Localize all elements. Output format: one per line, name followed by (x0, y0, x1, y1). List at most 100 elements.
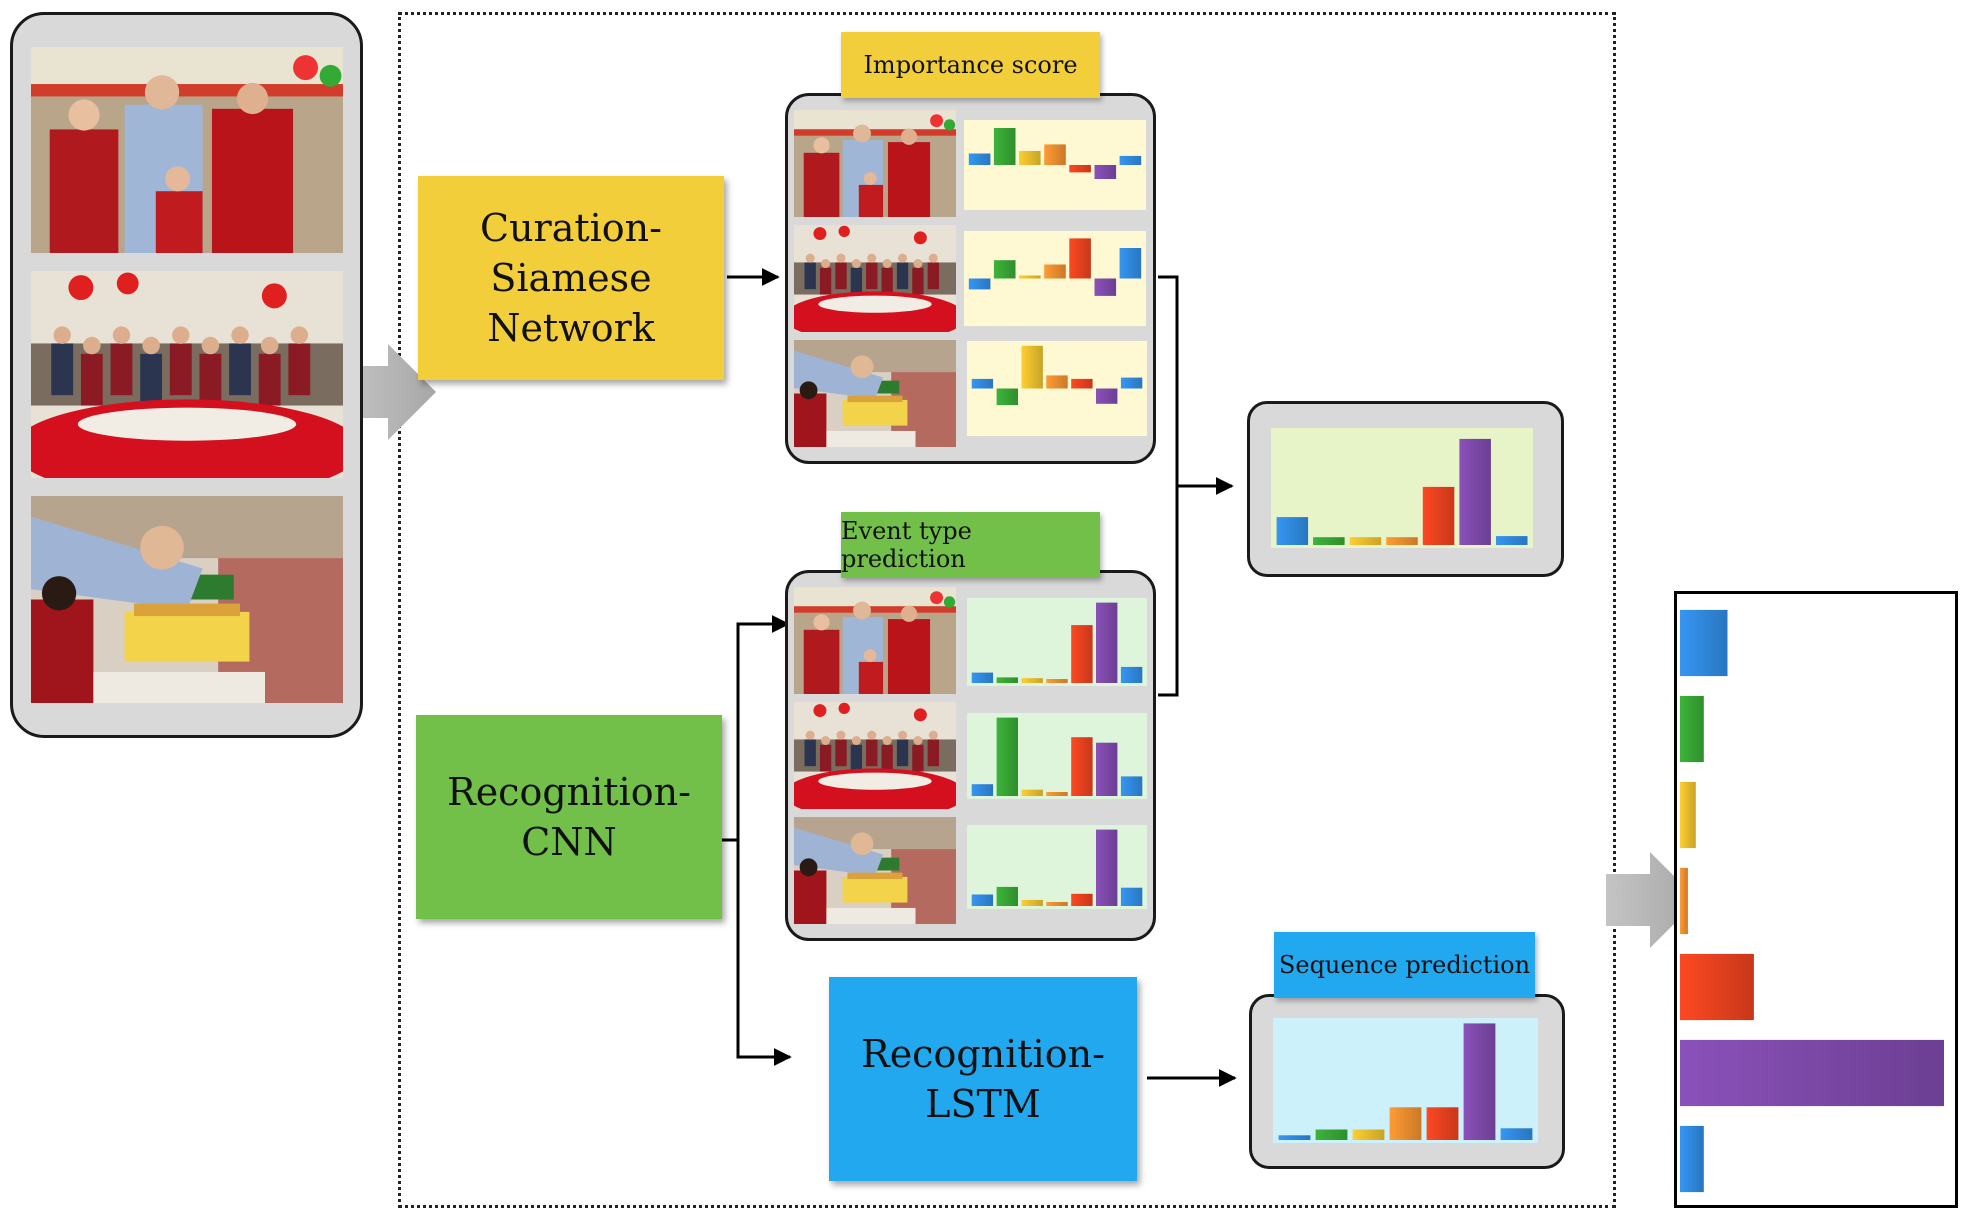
final-event-probability-bar-5 (1680, 1039, 1944, 1107)
curation-label: Curation- Siamese Network (480, 205, 662, 351)
importance-dinner-bar-5 (1094, 278, 1117, 296)
sequence-prediction-label: Sequence prediction (1278, 951, 1531, 979)
dinner-table-photo-image (31, 271, 343, 478)
dinner-table-photo-image (794, 225, 956, 332)
importance-cake-svg (967, 341, 1147, 436)
importance-cake-bar-4 (1071, 378, 1093, 389)
final-event-probability-bar-6 (1680, 1125, 1704, 1193)
fused-importance-weighted-bar-1 (1313, 537, 1345, 545)
birthday-cake-photo-image (31, 496, 343, 703)
importance-dinner-svg (964, 231, 1146, 326)
importance-dinner-bar-6 (1119, 248, 1142, 279)
event-chart-toast (967, 598, 1147, 686)
event-dinner-bar-3 (1046, 792, 1068, 796)
importance-toast-bar-4 (1069, 165, 1091, 173)
toast-photo-image (794, 587, 956, 694)
fused-result-chart (1271, 428, 1533, 548)
importance-toast-bar-5 (1094, 165, 1117, 179)
event-photo-dinner (794, 702, 956, 809)
event-chart-dinner (967, 713, 1147, 799)
event-cake-background (967, 825, 1147, 909)
importance-score-tag: Importance score (841, 32, 1100, 98)
sequence-prediction-chart (1273, 1018, 1538, 1143)
recognition-cnn-box: Recognition-CNN (416, 715, 722, 919)
framework-boundary (398, 12, 1616, 1208)
recognition-lstm-label: Recognition-LSTM (861, 1031, 1105, 1126)
sequence-prediction-bar-1 (1315, 1129, 1348, 1140)
importance-dinner-bar-4 (1069, 238, 1091, 279)
event-dinner-background (967, 713, 1147, 799)
importance-dinner-bar-2 (1019, 275, 1041, 279)
event-toast-bar-3 (1046, 679, 1068, 683)
album-photo-dinner (31, 271, 343, 478)
sequence-prediction-bar-2 (1352, 1129, 1385, 1140)
fused-importance-weighted-bar-2 (1349, 537, 1382, 545)
event-photo-cake (794, 817, 956, 924)
album-photo-cake (31, 496, 343, 703)
fused-importance-weighted-bar-3 (1386, 537, 1418, 545)
importance-cake-bar-3 (1046, 375, 1068, 389)
event-type-label: Event type prediction (841, 517, 972, 573)
importance-toast-bar-3 (1044, 144, 1066, 165)
sequence-prediction-bar-4 (1426, 1107, 1459, 1140)
sequence-prediction-tag: Sequence prediction (1274, 932, 1535, 998)
final-event-probability-bar-4 (1680, 953, 1754, 1021)
event-type-tag: Event type prediction (841, 512, 1100, 578)
importance-cake-bar-2 (1021, 345, 1043, 389)
recognition-cnn-label: Recognition-CNN (447, 769, 691, 864)
importance-cake-bar-0 (971, 378, 994, 389)
event-dinner-bar-4 (1071, 737, 1093, 796)
importance-toast-bar-2 (1019, 151, 1041, 165)
event-toast-bar-4 (1071, 625, 1093, 683)
fused-importance-weighted-svg (1271, 428, 1533, 548)
event-cake-bar-0 (971, 894, 994, 906)
importance-chart-toast (964, 120, 1146, 210)
album-photo-toast (31, 47, 343, 253)
birthday-cake-photo-image (794, 340, 956, 447)
event-dinner-bar-0 (971, 784, 994, 796)
importance-dinner-bar-1 (993, 260, 1016, 279)
importance-toast-bar-1 (993, 128, 1016, 165)
birthday-cake-photo-image (794, 817, 956, 924)
toast-photo-image (31, 47, 343, 253)
event-dinner-bar-1 (996, 717, 1018, 796)
fused-importance-weighted-bar-0 (1276, 517, 1309, 545)
sequence-prediction-bar-5 (1463, 1023, 1496, 1140)
dinner-table-photo-image (794, 702, 956, 809)
event-cake-bar-6 (1120, 887, 1143, 906)
event-photo-toast (794, 587, 956, 694)
importance-photo-dinner (794, 225, 956, 332)
final-event-probability-svg (1680, 609, 1944, 1193)
event-toast-bar-5 (1096, 602, 1118, 683)
event-cake-bar-5 (1096, 829, 1118, 906)
output-arrow-icon (1606, 852, 1698, 948)
final-output-chart (1680, 600, 1952, 1202)
importance-cake-bar-5 (1096, 388, 1118, 404)
event-toast-background (967, 598, 1147, 686)
importance-toast-svg (964, 120, 1146, 210)
importance-chart-dinner (964, 231, 1146, 326)
event-toast-bar-6 (1120, 666, 1143, 683)
event-cake-bar-2 (1021, 899, 1043, 906)
sequence-prediction-bar-6 (1500, 1128, 1533, 1140)
final-event-probability-bar-0 (1680, 609, 1728, 677)
event-cake-bar-4 (1071, 893, 1093, 906)
importance-photo-cake (794, 340, 956, 447)
importance-dinner-bar-3 (1044, 264, 1066, 279)
event-toast-bar-2 (1021, 678, 1043, 683)
importance-photo-toast (794, 110, 956, 217)
event-dinner-bar-6 (1120, 776, 1143, 796)
fused-importance-weighted-background (1271, 428, 1533, 548)
importance-cake-bar-6 (1120, 377, 1143, 389)
final-event-probability-bar-2 (1680, 781, 1696, 849)
event-toast-bar-0 (971, 672, 994, 683)
event-dinner-svg (967, 713, 1147, 799)
event-cake-bar-1 (996, 886, 1018, 906)
event-toast-svg (967, 598, 1147, 686)
event-chart-cake (967, 825, 1147, 909)
event-dinner-bar-2 (1021, 789, 1043, 796)
input-arrow-icon (344, 344, 436, 440)
fused-importance-weighted-bar-6 (1496, 536, 1528, 545)
sequence-prediction-bar-3 (1389, 1107, 1422, 1140)
